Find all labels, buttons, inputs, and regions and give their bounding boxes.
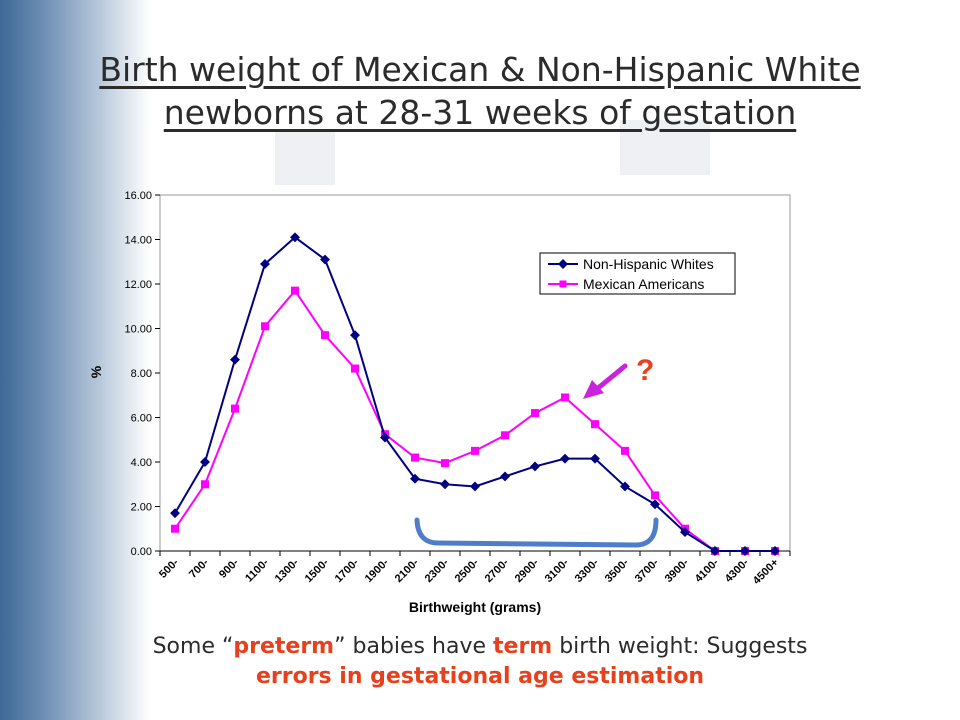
arrow-head (583, 380, 604, 399)
x-tick-label: 4500+ (751, 557, 781, 587)
x-tick-label: 2700- (483, 556, 512, 585)
data-point-non-hispanic (200, 457, 210, 467)
y-tick-label: 14.00 (124, 235, 152, 247)
caption-text-3: birth weight: Suggests (552, 634, 808, 659)
y-tick-label: 2.00 (131, 502, 152, 514)
x-tick-label: 500- (157, 556, 181, 580)
data-point-mexican (351, 364, 359, 373)
legend-marker-mexican (559, 280, 567, 288)
plot-area (159, 194, 791, 552)
data-point-mexican (501, 431, 509, 440)
y-tick-label: 4.00 (131, 457, 152, 469)
data-point-non-hispanic (320, 254, 330, 265)
data-point-non-hispanic (380, 432, 390, 443)
data-point-mexican (171, 524, 179, 533)
slide-caption: Some “preterm” babies have term birth we… (0, 632, 960, 692)
y-tick-label: 10.00 (124, 324, 152, 336)
x-tick-label: 3300- (573, 556, 602, 585)
caption-term: term (493, 634, 553, 659)
x-tick-label: 2100- (393, 556, 422, 585)
y-axis: 0.00 2.00 4.00 6.00 8.00 10.00 12.00 14.00 16.00 (124, 190, 160, 558)
y-axis-label: % (88, 365, 104, 378)
data-point-mexican (231, 404, 239, 413)
data-point-non-hispanic (560, 453, 570, 464)
legend-label-non-hispanic: Non-Hispanic Whites (583, 256, 714, 272)
data-point-mexican (441, 459, 449, 468)
x-tick-label: 700- (187, 556, 211, 580)
data-point-non-hispanic (290, 232, 300, 243)
data-point-non-hispanic (260, 259, 270, 269)
legend-box (539, 252, 736, 295)
y-tick-label: 8.00 (131, 368, 152, 380)
x-tick-label: 2300- (423, 556, 452, 585)
data-point-non-hispanic (740, 546, 750, 556)
caption-text-1: Some “ (152, 634, 234, 659)
x-tick-label: 1500- (303, 556, 332, 585)
data-point-mexican (651, 491, 659, 500)
x-tick-label: 2900- (513, 556, 542, 585)
x-axis: 500- 700- 900- 1100- 1300- 1500- 1700- 1900- 210… (157, 550, 791, 587)
range-bracket (414, 517, 659, 548)
y-tick-label: 0.00 (131, 546, 152, 558)
data-point-non-hispanic (500, 471, 510, 482)
x-tick-label: 3100- (543, 556, 572, 585)
data-point-non-hispanic (530, 461, 540, 472)
x-tick-label: 3700- (633, 556, 662, 585)
y-tick-label: 16.00 (124, 190, 152, 202)
data-point-non-hispanic (770, 546, 780, 556)
legend-marker-non-hispanic (558, 259, 568, 269)
data-point-non-hispanic (350, 330, 360, 341)
x-tick-label: 1100- (243, 556, 271, 584)
y-tick-label: 6.00 (131, 413, 152, 425)
y-tick-label: 12.00 (124, 279, 152, 291)
data-point-mexican (561, 393, 569, 402)
x-tick-label: 3500- (603, 556, 632, 585)
data-point-mexican (591, 420, 599, 429)
data-point-mexican (531, 409, 539, 418)
data-point-non-hispanic (170, 508, 180, 519)
caption-preterm: preterm (233, 634, 335, 659)
x-tick-label: 4100- (693, 556, 722, 585)
data-point-non-hispanic (410, 473, 420, 484)
watermark-shape (620, 120, 710, 175)
data-point-mexican (291, 286, 299, 295)
data-point-non-hispanic (590, 453, 600, 464)
x-tick-label: 2500- (453, 556, 482, 585)
title-line-1: Birth weight of Mexican & Non-Hispanic W… (99, 50, 861, 89)
question-mark: ? (636, 354, 654, 387)
data-point-mexican (471, 446, 479, 455)
data-point-non-hispanic (620, 481, 630, 492)
data-point-mexican (621, 446, 629, 455)
slide-title: Birth weight of Mexican & Non-Hispanic W… (0, 48, 960, 134)
watermark-shape (275, 130, 335, 185)
data-point-mexican (261, 322, 269, 331)
x-tick-label: 900- (217, 556, 241, 580)
x-tick-label: 1700- (333, 556, 362, 585)
data-point-non-hispanic (440, 479, 450, 490)
data-point-mexican (201, 480, 209, 489)
data-point-non-hispanic (230, 354, 240, 365)
caption-line-2: errors in gestational age estimation (255, 664, 705, 689)
data-point-non-hispanic (470, 481, 480, 492)
arrow-line (594, 363, 628, 392)
x-axis-label: Birthweight (grams) (409, 599, 541, 615)
legend: Non-Hispanic Whites Mexican Americans (539, 252, 736, 295)
arrow-annotation: ? (583, 354, 654, 399)
x-tick-label: 3900- (663, 556, 692, 585)
x-tick-label: 4300- (723, 556, 752, 585)
caption-text-2: ” babies have (334, 634, 493, 659)
x-tick-label: 1300- (273, 556, 302, 585)
data-point-mexican (321, 331, 329, 340)
data-point-non-hispanic (650, 499, 660, 510)
background-gradient (0, 0, 150, 720)
data-point-non-hispanic (710, 546, 720, 556)
title-line-2: newborns at 28-31 weeks of gestation (163, 93, 797, 132)
data-point-mexican (411, 453, 419, 462)
legend-label-mexican: Mexican Americans (583, 276, 704, 292)
x-tick-label: 1900- (363, 556, 392, 585)
data-point-non-hispanic (680, 527, 690, 538)
series-layer (170, 232, 780, 556)
